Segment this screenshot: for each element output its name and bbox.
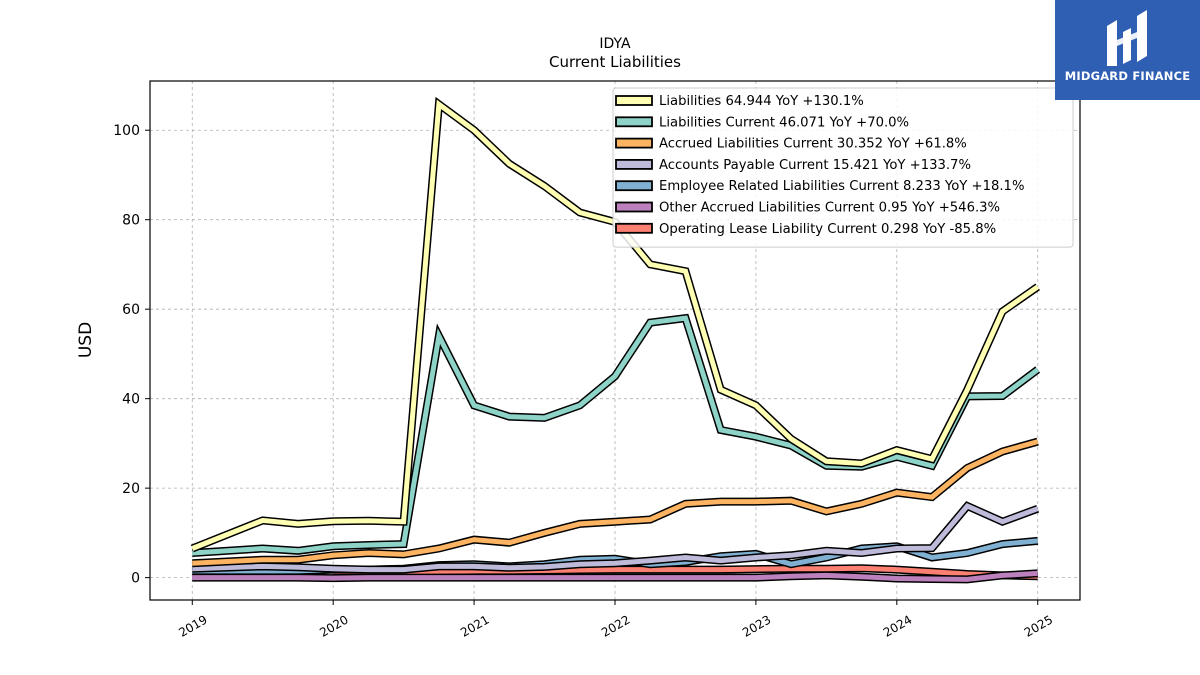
legend-swatch <box>615 158 653 170</box>
legend-swatch <box>615 222 653 234</box>
legend-swatch <box>615 201 653 213</box>
x-tick-label: 2019 <box>176 612 209 639</box>
legend-swatch <box>615 116 653 128</box>
y-tick-label: 80 <box>122 213 140 229</box>
x-tick-label: 2025 <box>1022 612 1055 639</box>
series-operating-lease-liability-current <box>333 564 1038 581</box>
legend-box <box>612 87 1074 248</box>
series-line <box>192 315 1040 556</box>
y-tick-label: 20 <box>122 481 140 497</box>
brand-logo: MIDGARD FINANCE <box>1055 0 1200 100</box>
y-tick-label: 0 <box>131 571 140 587</box>
legend-swatch <box>615 95 653 106</box>
x-tick-label: 2024 <box>881 612 914 639</box>
brand-mark-icon <box>1107 10 1147 66</box>
series-other-accrued-liabilities-current <box>192 569 1038 584</box>
series-accrued-liabilities-current <box>192 437 1039 568</box>
brand-name: MIDGARD FINANCE <box>1064 69 1191 83</box>
x-tick-label: 2023 <box>740 612 773 639</box>
chart-subtitle: Current Liabilities <box>549 53 681 71</box>
x-tick-label: 2021 <box>458 612 491 639</box>
legend-entry: Accrued Liabilities Current 30.352 YoY +… <box>659 137 967 152</box>
series-liabilities-current <box>192 313 1041 557</box>
y-tick-label: 40 <box>122 392 140 408</box>
legend-entry: Accounts Payable Current 15.421 YoY +133… <box>659 158 971 173</box>
legend-swatch <box>615 180 653 192</box>
series-line <box>192 439 1039 566</box>
chart-title: IDYA <box>599 36 631 52</box>
x-tick-label: 2022 <box>599 612 632 639</box>
series-line <box>333 565 1038 579</box>
x-tick-label: 2020 <box>317 612 350 639</box>
legend-entry: Operating Lease Liability Current 0.298 … <box>659 222 996 237</box>
legend-entry: Liabilities 64.944 YoY +130.1% <box>659 94 864 109</box>
series-line <box>192 570 1038 582</box>
legend-entry: Other Accrued Liabilities Current 0.95 Y… <box>659 201 1000 216</box>
legend-entry: Employee Related Liabilities Current 8.2… <box>659 179 1024 194</box>
series-accounts-payable-current <box>192 501 1040 574</box>
y-tick-label: 60 <box>122 302 140 318</box>
y-tick-label: 100 <box>113 123 140 139</box>
legend-entry: Liabilities Current 46.071 YoY +70.0% <box>659 115 909 130</box>
y-axis-label: USD <box>76 322 96 358</box>
legend: Liabilities 64.944 YoY +130.1% Liabilitie… <box>612 87 1074 248</box>
series-line <box>192 502 1039 573</box>
legend-swatch <box>615 137 653 149</box>
